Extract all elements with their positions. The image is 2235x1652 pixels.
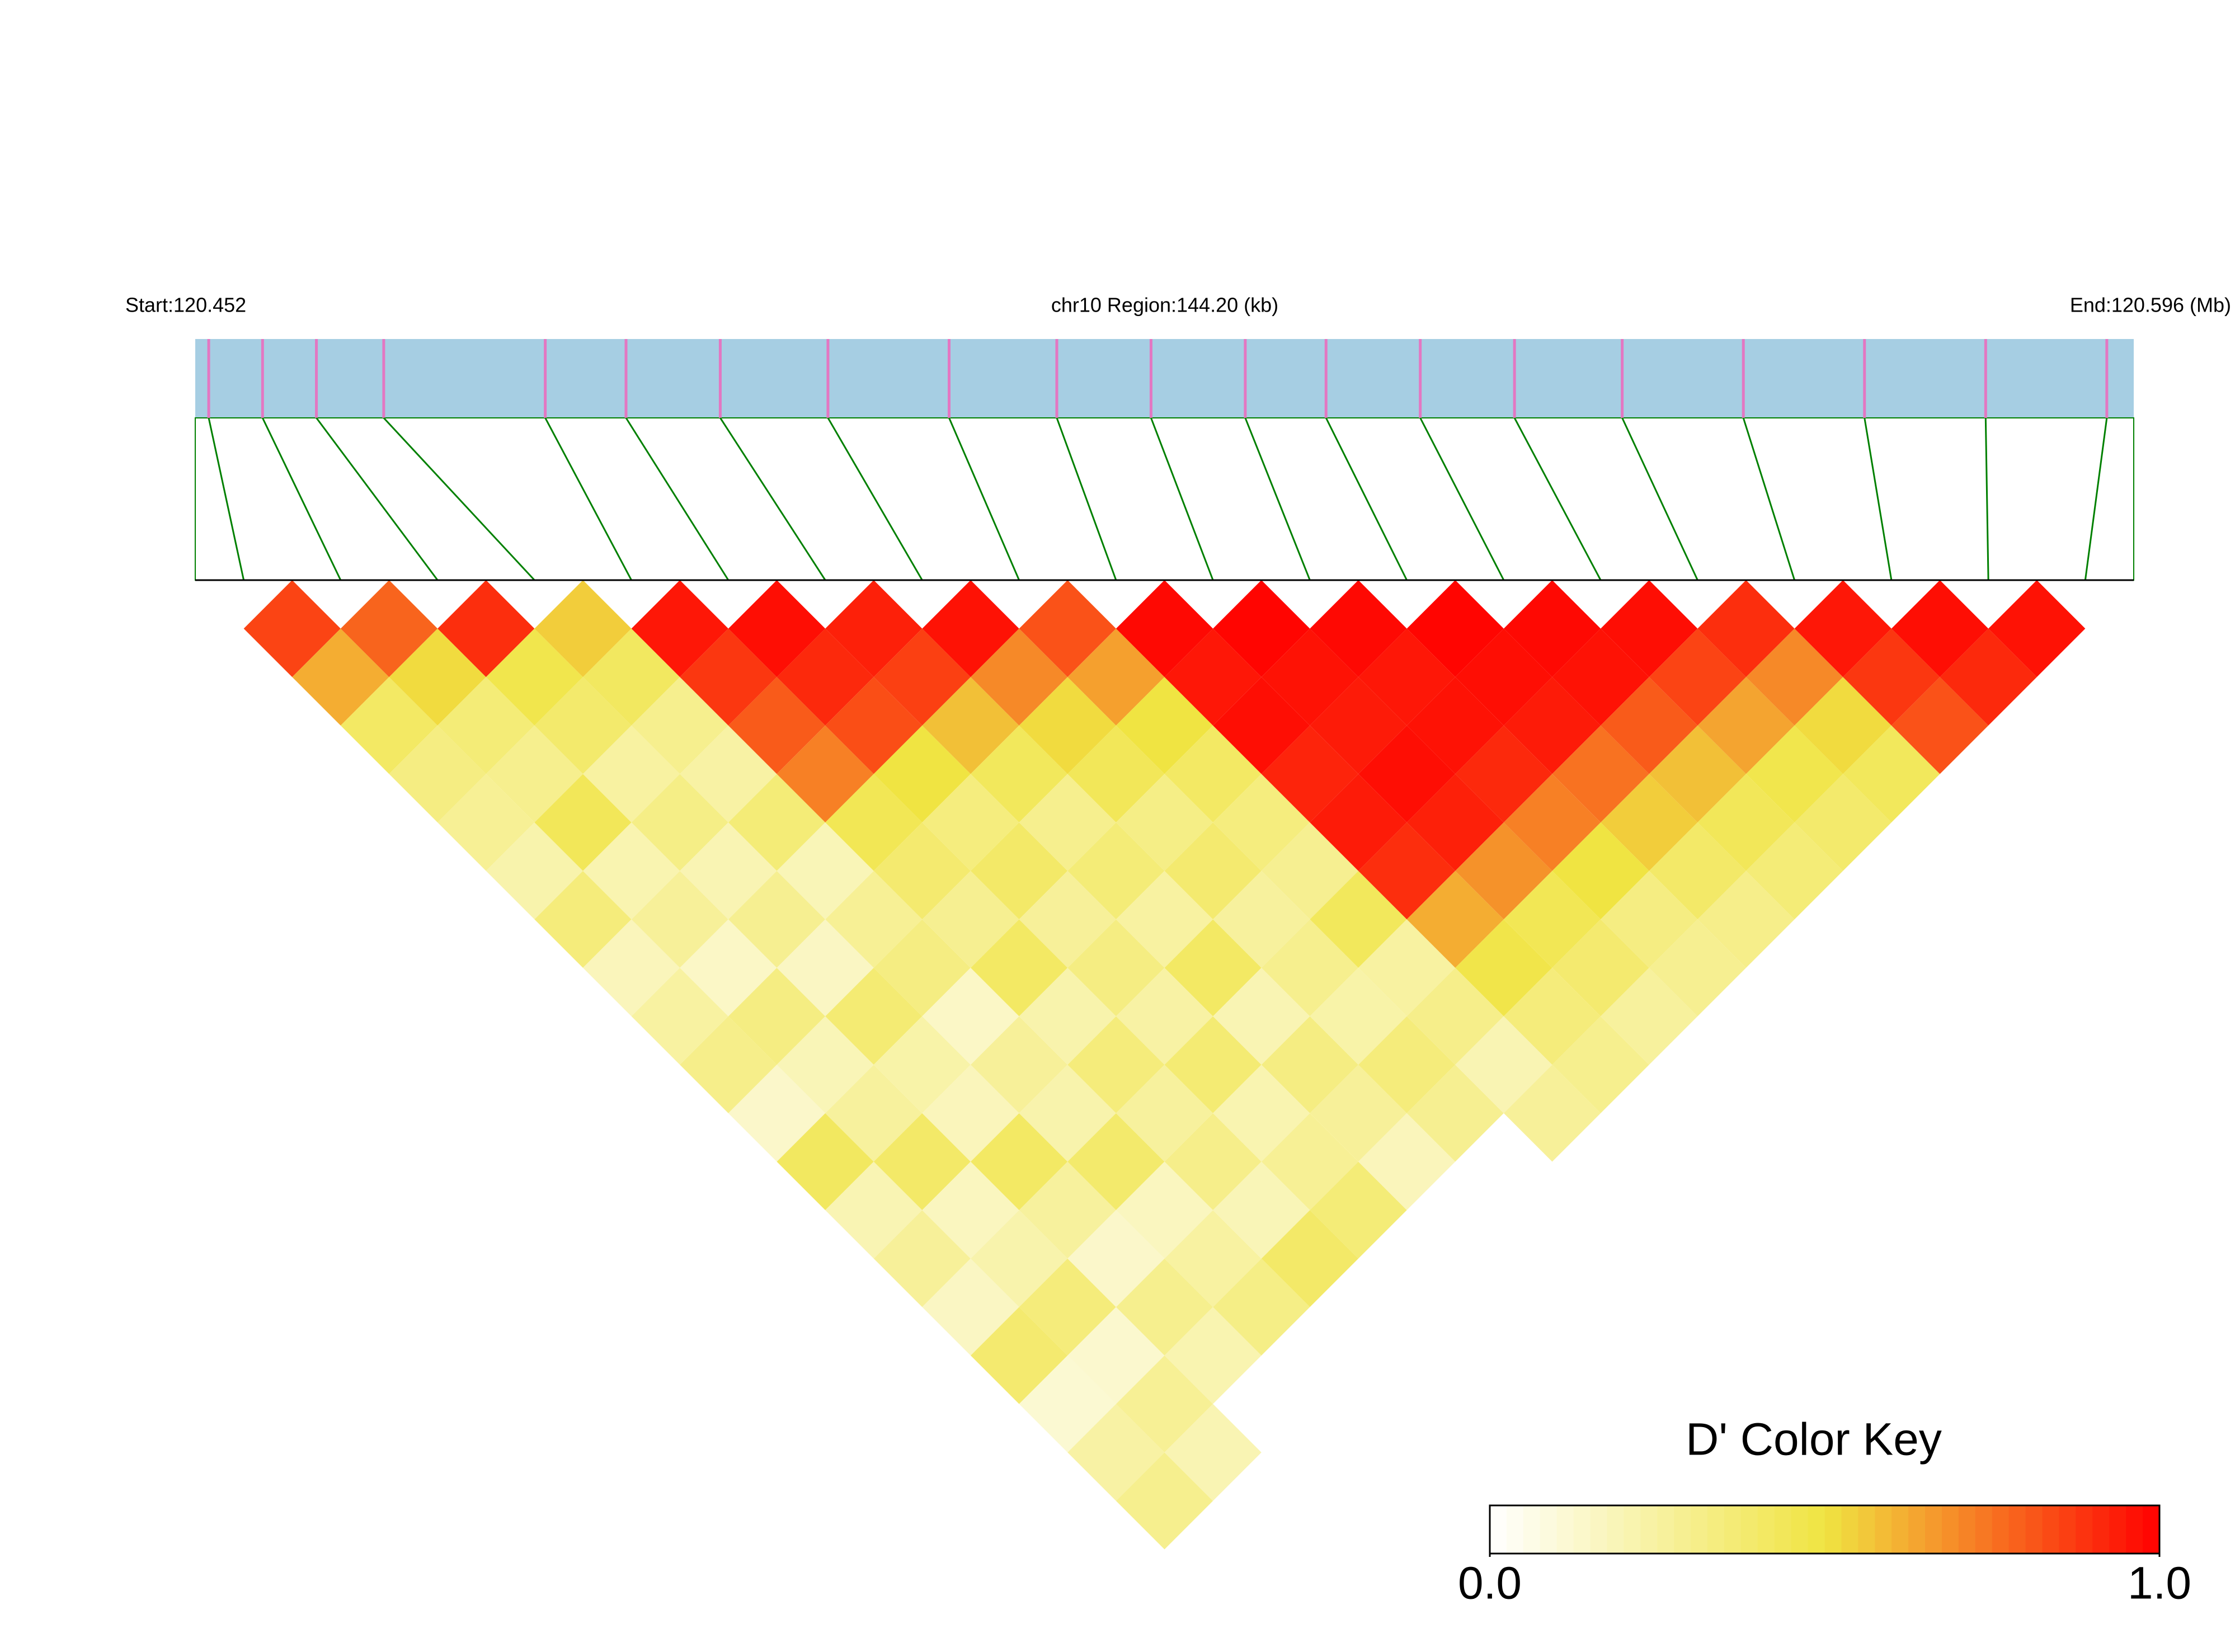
color-key-swatch — [1774, 1505, 1792, 1554]
snp-link — [1056, 417, 1117, 581]
color-key-swatch — [1941, 1505, 1959, 1554]
snp-link — [719, 417, 826, 581]
color-key-swatch — [1607, 1505, 1624, 1554]
color-key-swatch — [1506, 1505, 1524, 1554]
chart-title: chr10 Region:144.20 (kb) — [1051, 294, 1278, 317]
color-key-swatch — [2109, 1505, 2126, 1554]
color-key-swatch — [1590, 1505, 1607, 1554]
start-label: Start:120.452 — [125, 294, 246, 317]
color-key-swatch — [1540, 1505, 1558, 1554]
color-key-swatch — [2092, 1505, 2110, 1554]
color-key-swatch — [1875, 1505, 1892, 1554]
color-key-swatch — [1975, 1505, 1993, 1554]
color-key-swatch — [1891, 1505, 1909, 1554]
snp-link — [1325, 417, 1408, 581]
color-key-swatch — [1992, 1505, 2010, 1554]
color-key-swatch — [2025, 1505, 2043, 1554]
snp-link — [316, 417, 439, 581]
color-key-swatch — [1691, 1505, 1708, 1554]
color-key-swatch — [1624, 1505, 1641, 1554]
end-label: End:120.596 (Mb) — [2070, 294, 2231, 317]
color-key-label: 1.0 — [2128, 1558, 2191, 1609]
color-key-swatch — [1791, 1505, 1809, 1554]
snp-link — [1419, 417, 1505, 581]
snp-link — [261, 417, 342, 581]
color-key-swatch — [1556, 1505, 1574, 1554]
color-key-swatch — [2042, 1505, 2059, 1554]
color-key-swatch — [1573, 1505, 1591, 1554]
color-key-swatch — [1925, 1505, 1942, 1554]
color-key-swatch — [1640, 1505, 1658, 1554]
color-key-swatch — [2143, 1505, 2160, 1554]
snp-link — [383, 417, 535, 581]
marker-band — [195, 339, 2134, 418]
color-key-swatch — [1858, 1505, 1875, 1554]
color-key-frame — [1489, 1504, 2161, 1555]
color-key-swatch — [1824, 1505, 1842, 1554]
color-key-swatch — [1523, 1505, 1541, 1554]
snp-link — [948, 417, 1020, 581]
color-key-swatch — [1908, 1505, 1926, 1554]
color-key-swatch — [1757, 1505, 1775, 1554]
color-key-swatch — [1724, 1505, 1742, 1554]
snp-link — [1864, 417, 1893, 581]
color-key-label: 0.0 — [1458, 1558, 1522, 1609]
snp-link — [827, 417, 923, 581]
color-key-swatch — [2008, 1505, 2026, 1554]
snp-link — [1244, 417, 1311, 581]
color-key-swatch — [2126, 1505, 2143, 1554]
snp-link — [1621, 417, 1698, 581]
color-key-swatch — [1808, 1505, 1825, 1554]
snp-link — [544, 417, 632, 581]
color-key-swatch — [1841, 1505, 1858, 1554]
color-key-swatch — [1958, 1505, 1976, 1554]
link-frame — [195, 417, 2134, 581]
snp-link — [208, 417, 245, 581]
snp-link — [625, 417, 730, 581]
color-key-swatch — [1490, 1505, 1507, 1554]
color-key-swatch — [1740, 1505, 1758, 1554]
color-key-swatch — [2059, 1505, 2076, 1554]
ld-cell — [1164, 1404, 1262, 1501]
snp-link — [1984, 417, 1989, 581]
snp-link — [1150, 417, 1214, 581]
color-key-swatch — [1657, 1505, 1674, 1554]
snp-link — [1513, 417, 1602, 581]
color-key-title: D' Color Key — [1686, 1414, 1942, 1465]
snp-link — [1742, 417, 1796, 581]
snp-link — [2084, 417, 2108, 581]
ld-cell — [1988, 580, 2086, 677]
color-key-swatch — [1674, 1505, 1691, 1554]
color-key-swatch — [2076, 1505, 2093, 1554]
color-key-swatch — [1707, 1505, 1725, 1554]
